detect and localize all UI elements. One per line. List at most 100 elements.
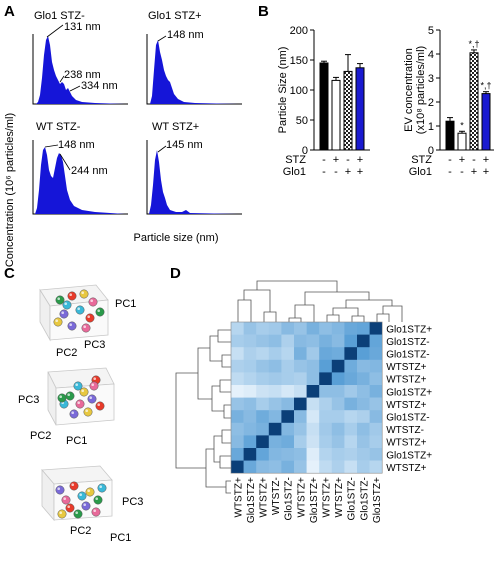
bar-stz-glo1- xyxy=(355,67,365,151)
heatmap-cell xyxy=(319,397,333,411)
pca-point-highlight xyxy=(83,503,86,507)
heatmap-cell xyxy=(294,397,307,411)
pca-3d-plot-2: PC3 PC2 PC1 xyxy=(18,367,115,447)
heatmap-cell xyxy=(369,372,383,386)
pca-axis-label: PC2 xyxy=(70,525,91,537)
heatmap-cell xyxy=(294,385,307,398)
heatmap-row-label: Glo1STZ+ xyxy=(386,450,432,461)
heatmap-cell xyxy=(357,435,370,449)
heatmap-cell xyxy=(243,359,257,373)
heatmap-cell xyxy=(369,347,383,361)
heatmap-cell xyxy=(281,334,295,348)
pca-point-highlight xyxy=(71,411,74,415)
heatmap-row-label: WTSTZ- xyxy=(386,425,424,436)
factor-row-label: Glo1 xyxy=(409,166,432,178)
factor-sign: - xyxy=(346,154,350,166)
heatmap-row-labels: Glo1STZ+Glo1STZ-Glo1STZ-WTSTZ+WTSTZ+Glo1… xyxy=(386,324,432,474)
peak-label: 131 nm xyxy=(64,21,101,33)
heatmap-cell xyxy=(243,422,257,436)
heatmap-cell xyxy=(281,435,295,449)
pca-point xyxy=(62,300,72,310)
pca-point xyxy=(65,503,75,513)
heatmap-cell xyxy=(243,322,257,335)
nta-subplot-wt-stz-minus: WT STZ- 148 nm 244 nm xyxy=(32,121,128,215)
heatmap-cell xyxy=(294,359,307,373)
pca-point xyxy=(53,317,63,327)
heatmap-cell xyxy=(319,422,333,436)
pca-point xyxy=(75,399,85,409)
factor-sign: + xyxy=(459,154,465,166)
pca-point xyxy=(65,391,75,401)
pca-point xyxy=(55,295,65,305)
heatmap-cell xyxy=(357,397,370,411)
heatmap-cell xyxy=(306,334,320,348)
heatmap-cell xyxy=(319,334,333,348)
factor-sign: + xyxy=(471,166,477,178)
panel-letter-d: D xyxy=(170,265,181,282)
heatmap-cell xyxy=(281,322,295,335)
factor-row-label: STZ xyxy=(285,154,306,166)
factor-sign: - xyxy=(334,166,338,178)
size-distribution-area xyxy=(149,150,238,214)
heatmap-cell xyxy=(344,347,358,361)
pca-axis-label: PC2 xyxy=(56,347,77,359)
peak-label: 334 nm xyxy=(81,80,118,92)
peak-label: 238 nm xyxy=(64,69,101,81)
heatmap-cell xyxy=(357,422,370,436)
factor-row-label: Glo1 xyxy=(283,166,306,178)
pca-point-highlight xyxy=(67,505,70,509)
heatmap-cell xyxy=(306,460,320,474)
heatmap-cell xyxy=(344,322,358,335)
panel-letter-b: B xyxy=(258,3,269,20)
b2-ylabel-line1: EV concentration xyxy=(403,48,415,132)
heatmap-cell xyxy=(268,322,282,335)
heatmap-cell xyxy=(331,359,345,373)
bar-stz-glo1- xyxy=(469,52,479,151)
heatmap-cell xyxy=(256,460,270,474)
heatmap-cell xyxy=(331,372,345,386)
pca-point xyxy=(67,321,77,331)
heatmap-cell xyxy=(294,322,307,335)
pca-axis-label: PC3 xyxy=(122,496,143,508)
pca-point xyxy=(81,501,91,511)
heatmap-cell xyxy=(256,347,270,361)
heatmap-cell xyxy=(268,372,282,386)
pca-point-highlight xyxy=(77,401,80,405)
peak-leader-line xyxy=(44,144,59,148)
pca-point-highlight xyxy=(69,293,72,297)
heatmap-row-label: Glo1STZ- xyxy=(386,413,429,424)
heatmap-cell xyxy=(319,359,333,373)
heatmap-cell xyxy=(256,334,270,348)
b2-ylabel-line2: (x10⁸ particles/ml) xyxy=(415,46,427,134)
peak-label: 244 nm xyxy=(71,165,108,177)
heatmap-cell xyxy=(331,385,345,398)
heatmap-cell xyxy=(344,435,358,449)
pca-point xyxy=(69,481,79,491)
peak-label: 145 nm xyxy=(166,139,203,151)
peak-leader-line xyxy=(69,85,81,92)
pca-point-highlight xyxy=(91,383,94,387)
heatmap-cell xyxy=(268,448,282,461)
heatmap-cell xyxy=(281,372,295,386)
heatmap-cell xyxy=(243,410,257,424)
heatmap-col-label: WTSTZ+ xyxy=(296,477,307,517)
heatmap-cell xyxy=(281,397,295,411)
pca-axis-label: PC2 xyxy=(30,430,51,442)
heatmap-cell xyxy=(306,347,320,361)
pca-point-highlight xyxy=(99,485,102,489)
factor-sign: - xyxy=(472,154,476,166)
heatmap-cell xyxy=(256,397,270,411)
nta-subplot-title: WT STZ+ xyxy=(152,121,199,133)
y-tick-label: 4 xyxy=(428,49,434,61)
pca-point xyxy=(61,495,71,505)
heatmap-row-label: Glo1STZ- xyxy=(386,350,429,361)
heatmap-cell xyxy=(256,322,270,335)
heatmap-cell xyxy=(243,460,257,474)
heatmap-cell xyxy=(319,322,333,335)
heatmap-cell xyxy=(369,385,383,398)
heatmap-cell xyxy=(319,460,333,474)
pca-point-highlight xyxy=(67,393,70,397)
heatmap-cell xyxy=(256,385,270,398)
b1-ylabel: Particle Size (nm) xyxy=(277,47,289,134)
